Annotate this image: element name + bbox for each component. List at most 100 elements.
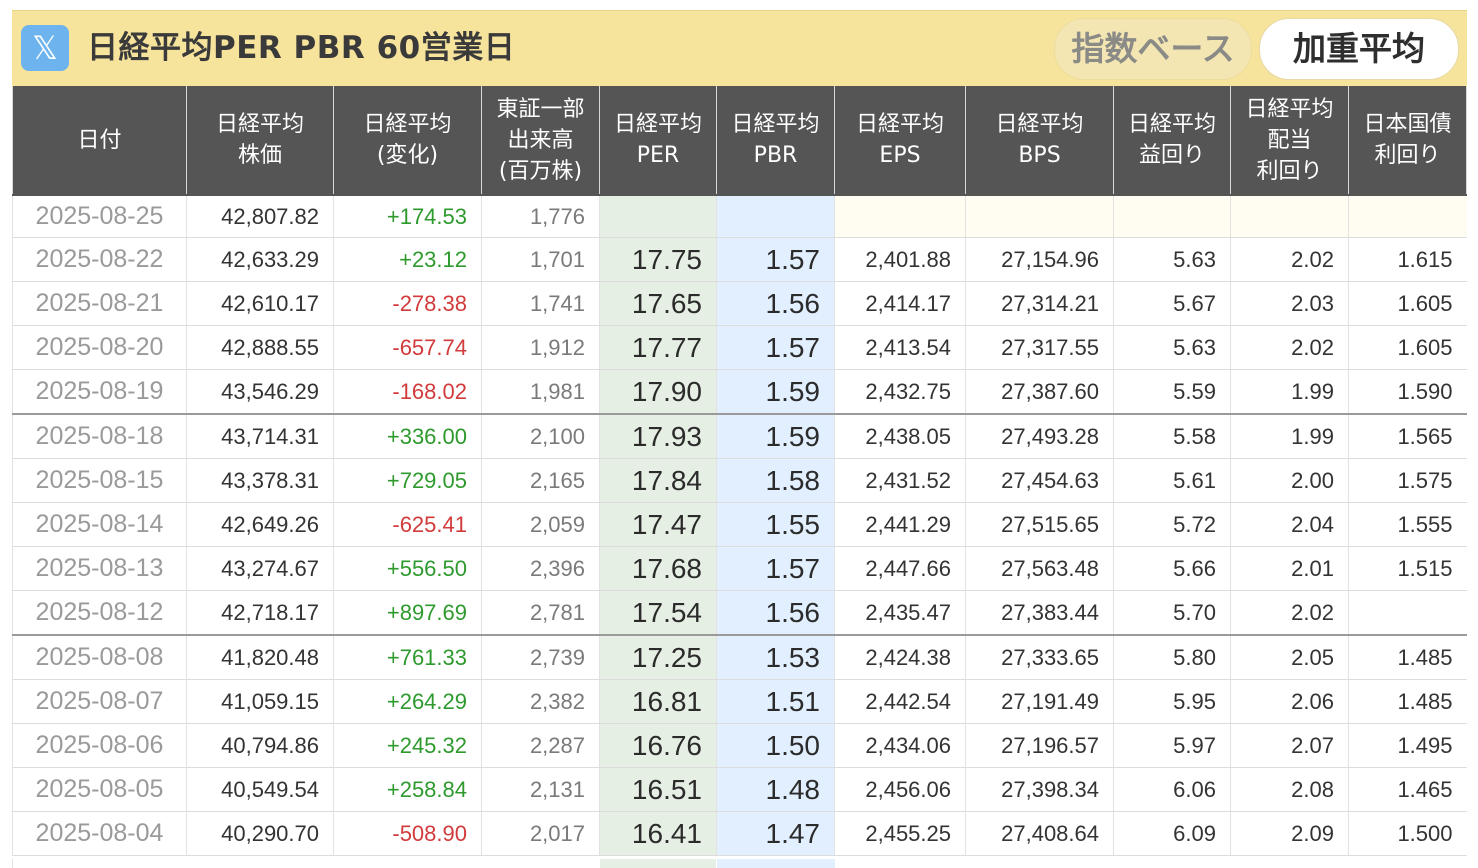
header-label: 日経平均 (995, 112, 1084, 137)
cell-earnings-yield: 5.61 (1113, 458, 1231, 503)
cell-volume: 2,781 (481, 590, 600, 636)
col-volume-header: 東証一部 出来高 (百万株) (481, 86, 600, 196)
cell-bps: 27,154.96 (965, 237, 1114, 282)
x-twitter-icon[interactable]: 𝕏 (21, 25, 69, 71)
page-title: 日経平均PER PBR 60営業日 (87, 30, 516, 66)
cell-bps: 27,454.63 (965, 458, 1114, 503)
cell-per: 17.90 (599, 369, 717, 415)
cell-earnings-yield: 6.06 (1113, 767, 1231, 812)
cell-date: 2025-08-08 (12, 635, 187, 680)
index-base-button[interactable]: 指数ベース (1054, 18, 1252, 80)
header-label: PBR (753, 143, 798, 168)
cell-price: 40,794.86 (186, 723, 334, 768)
cell-per: 17.93 (599, 414, 717, 459)
cell-dividend-yield: 2.06 (1230, 679, 1349, 724)
cell-volume: 2,287 (481, 723, 600, 768)
cell-jgb-yield: 1.500 (1348, 811, 1467, 856)
cell-change: -508.90 (333, 811, 482, 856)
header-label: 出来高 (507, 127, 574, 153)
table-body: 2025-08-25 42,807.82 +174.53 1,776 2025-08-2… (12, 195, 1467, 856)
weighted-average-button[interactable]: 加重平均 (1259, 18, 1459, 80)
table-continuation (12, 859, 1468, 868)
cell-price: 42,633.29 (186, 237, 334, 282)
cell-change: -625.41 (333, 502, 482, 547)
cell-change: +897.69 (333, 590, 482, 636)
header-label: (百万株) (498, 158, 583, 184)
cell-eps: 2,434.06 (834, 723, 966, 768)
cell-dividend-yield: 2.02 (1230, 237, 1349, 282)
header-label: BPS (1018, 143, 1061, 168)
cell-bps: 27,408.64 (965, 811, 1114, 856)
cell-dividend-yield: 1.99 (1230, 369, 1349, 415)
cell-date: 2025-08-06 (12, 723, 187, 768)
cell-eps: 2,424.38 (834, 635, 966, 680)
cell-pbr: 1.59 (716, 369, 835, 415)
cell-earnings-yield: 5.72 (1113, 502, 1231, 547)
cell-price: 42,610.17 (186, 281, 334, 326)
cell-dividend-yield: 2.02 (1230, 590, 1349, 636)
cell-volume: 1,912 (481, 325, 600, 370)
col-change-header: 日経平均 (変化) (333, 86, 482, 196)
cell-earnings-yield: 5.80 (1113, 635, 1231, 680)
cell-eps: 2,435.47 (834, 590, 966, 636)
cell-date: 2025-08-15 (12, 458, 187, 503)
pbr-column-fill (717, 859, 835, 868)
cell-earnings-yield: 5.97 (1113, 723, 1231, 768)
cell-change: +258.84 (333, 767, 482, 812)
table-header-row: 日付 日経平均 株価 日経平均 (変化) 東証一部 出来高 (百万株) 日経平均 PER 日経平均 P… (12, 86, 1467, 196)
cell-bps: 27,196.57 (965, 723, 1114, 768)
cell-pbr: 1.57 (716, 237, 835, 282)
cell-price: 42,718.17 (186, 590, 334, 636)
cell-date: 2025-08-14 (12, 502, 187, 547)
cell-eps: 2,442.54 (834, 679, 966, 724)
cell-earnings-yield: 5.67 (1113, 281, 1231, 326)
cell-eps: 2,432.75 (834, 369, 966, 415)
cell-price: 40,549.54 (186, 767, 334, 812)
cell-change: -657.74 (333, 325, 482, 370)
cell-pbr: 1.55 (716, 502, 835, 547)
col-bps-header: 日経平均 BPS (965, 86, 1114, 196)
cell-change: -278.38 (333, 281, 482, 326)
cell-earnings-yield (1113, 195, 1231, 238)
cell-bps (965, 195, 1114, 238)
cell-pbr: 1.56 (716, 590, 835, 636)
header-label: 日経平均 (1245, 96, 1334, 122)
cell-earnings-yield: 6.09 (1113, 811, 1231, 856)
cell-volume: 1,741 (481, 281, 600, 326)
cell-jgb-yield: 1.495 (1348, 723, 1467, 768)
cell-earnings-yield: 5.66 (1113, 546, 1231, 591)
cell-change: +264.29 (333, 679, 482, 724)
cell-per: 17.54 (599, 590, 717, 636)
cell-date: 2025-08-18 (12, 414, 187, 459)
cell-per: 17.84 (599, 458, 717, 503)
cell-dividend-yield: 2.04 (1230, 502, 1349, 547)
cell-date: 2025-08-20 (12, 325, 187, 370)
header-label: 日経平均 (1127, 112, 1216, 137)
table-row: 2025-08-04 40,290.70 -508.90 2,017 16.41 1.47… (12, 811, 1467, 856)
cell-per: 17.75 (599, 237, 717, 282)
cell-pbr: 1.56 (716, 281, 835, 326)
cell-date: 2025-08-25 (12, 195, 187, 238)
cell-pbr: 1.51 (716, 679, 835, 724)
cell-date: 2025-08-13 (12, 546, 187, 591)
per-column-fill (600, 859, 716, 868)
cell-volume: 2,739 (481, 635, 600, 680)
cell-volume: 2,017 (481, 811, 600, 856)
col-jgb-yield-header: 日本国債 利回り (1348, 86, 1467, 196)
cell-jgb-yield: 1.615 (1348, 237, 1467, 282)
cell-earnings-yield: 5.58 (1113, 414, 1231, 459)
cell-jgb-yield: 1.575 (1348, 458, 1467, 503)
table-row: 2025-08-06 40,794.86 +245.32 2,287 16.76 1.50… (12, 723, 1467, 768)
cell-price: 42,807.82 (186, 195, 334, 238)
cell-jgb-yield: 1.605 (1348, 281, 1467, 326)
cell-change: -168.02 (333, 369, 482, 415)
cell-jgb-yield: 1.465 (1348, 767, 1467, 812)
cell-pbr: 1.58 (716, 458, 835, 503)
cell-volume: 2,382 (481, 679, 600, 724)
cell-eps: 2,447.66 (834, 546, 966, 591)
cell-per: 17.47 (599, 502, 717, 547)
cell-change: +245.32 (333, 723, 482, 768)
cell-earnings-yield: 5.70 (1113, 590, 1231, 636)
cell-dividend-yield: 2.08 (1230, 767, 1349, 812)
table-row: 2025-08-13 43,274.67 +556.50 2,396 17.68 1.57… (12, 546, 1467, 591)
